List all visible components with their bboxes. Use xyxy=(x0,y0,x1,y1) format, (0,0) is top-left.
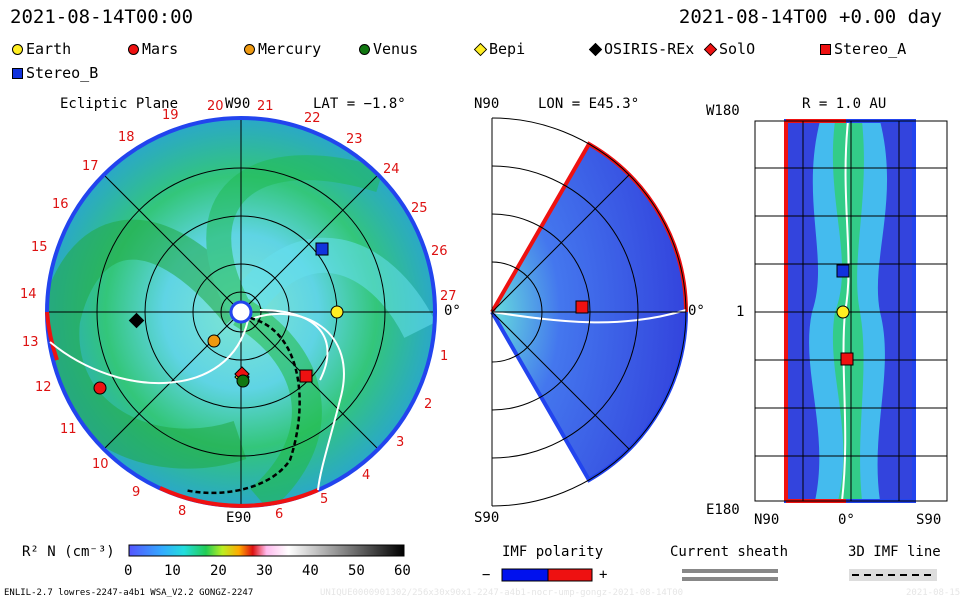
sector-19: 19 xyxy=(162,108,179,123)
colorbar-tick-60: 60 xyxy=(394,563,411,579)
footer-run-id: UNIQUE0000901302/256x30x90x1-2247-a4b1-n… xyxy=(320,588,684,598)
current-sheath-sample xyxy=(682,569,778,581)
radial-n90-label: N90 xyxy=(754,512,780,528)
imf-plus-label: + xyxy=(599,567,608,583)
imf3d-title: 3D IMF line xyxy=(848,544,941,560)
radial-w180-label: W180 xyxy=(706,103,740,119)
footer-model-info: ENLIL-2.7 lowres-2247-a4b1 WSA_V2.2 GONG… xyxy=(4,588,254,598)
venus-marker-icon xyxy=(359,43,370,55)
colorbar-tick-40: 40 xyxy=(302,563,319,579)
imf-minus-label: − xyxy=(482,567,491,583)
sector-14: 14 xyxy=(20,287,37,302)
radial-zero-label: 0° xyxy=(838,512,855,528)
meridional-plane-plot xyxy=(490,117,688,507)
meridional-s90-label: S90 xyxy=(474,510,500,526)
sector-11: 11 xyxy=(60,422,77,437)
legend-stereo-b: Stereo_B xyxy=(12,64,98,82)
sector-6: 6 xyxy=(275,507,283,522)
mars-marker-icon xyxy=(128,43,139,55)
sector-16: 16 xyxy=(52,197,69,212)
ecliptic-title: Ecliptic Plane xyxy=(60,96,179,112)
radial-plane-plot xyxy=(754,119,948,503)
ecliptic-e90-label: E90 xyxy=(226,510,252,526)
ecliptic-lat-label: LAT = −1.8° xyxy=(313,96,406,112)
legend-earth: Earth xyxy=(12,40,71,58)
mars-marker-icon xyxy=(93,381,107,395)
sector-12: 12 xyxy=(35,380,52,395)
earth-marker-icon xyxy=(12,43,23,55)
earth-marker-icon xyxy=(330,305,344,319)
sector-10: 10 xyxy=(92,457,109,472)
imf-polarity-title: IMF polarity xyxy=(502,544,604,560)
imf3d-line-sample xyxy=(849,569,937,581)
legend-mars: Mars xyxy=(128,40,178,58)
sector-numbers: 1 2 3 4 5 6 8 9 10 11 12 13 14 15 16 17 … xyxy=(20,99,457,522)
sector-3: 3 xyxy=(396,435,404,450)
sector-13: 13 xyxy=(22,335,39,350)
footer-date: 2021-08-15 xyxy=(906,588,960,598)
sector-4: 4 xyxy=(362,468,370,483)
colorbar-tick-50: 50 xyxy=(348,563,365,579)
sector-25: 25 xyxy=(411,201,428,216)
radial-s90-label: S90 xyxy=(916,512,942,528)
legend-stereo-a: Stereo_A xyxy=(820,40,906,58)
sector-20: 20 xyxy=(207,99,224,114)
sector-22: 22 xyxy=(304,111,321,126)
earth-marker-icon xyxy=(836,305,850,319)
imf-polarity-bar xyxy=(501,568,593,582)
legend-solo: SolO xyxy=(703,40,755,58)
stereo-a-marker-icon xyxy=(575,300,589,314)
stereo-b-marker-icon xyxy=(315,242,329,256)
mercury-marker-icon xyxy=(244,43,255,55)
ecliptic-plane-plot xyxy=(44,116,438,508)
venus-marker-icon xyxy=(236,374,250,388)
radial-r-label: R = 1.0 AU xyxy=(802,96,887,112)
legend-bepi: Bepi xyxy=(473,40,525,58)
sector-27: 27 xyxy=(440,289,457,304)
meridional-lon-label: LON = E45.3° xyxy=(538,96,640,112)
stereo-a-marker-icon xyxy=(840,352,854,366)
mercury-marker-icon xyxy=(207,334,221,348)
legend-mercury: Mercury xyxy=(244,40,321,58)
stereo-b-marker-icon xyxy=(836,264,850,278)
colorbar-label: R² N (cm⁻³) xyxy=(22,544,115,560)
legend-venus: Venus xyxy=(359,40,418,58)
ecliptic-w90-label: W90 xyxy=(225,96,251,112)
density-colorbar xyxy=(128,544,405,557)
sector-8: 8 xyxy=(178,504,186,519)
sector-15: 15 xyxy=(31,240,48,255)
ecliptic-zero-label: 0° xyxy=(444,303,461,319)
current-sheath-title: Current sheath xyxy=(670,544,789,560)
stereo-b-marker-icon xyxy=(12,67,23,79)
sector-24: 24 xyxy=(383,162,400,177)
sector-23: 23 xyxy=(346,132,363,147)
meridional-n90-label: N90 xyxy=(474,96,500,112)
sector-1: 1 xyxy=(440,349,448,364)
sector-26: 26 xyxy=(431,244,448,259)
sector-2: 2 xyxy=(424,397,432,412)
sector-17: 17 xyxy=(82,159,99,174)
stereo-a-marker-icon xyxy=(820,43,831,55)
timestamp-right: 2021-08-14T00 +0.00 day xyxy=(678,6,942,28)
colorbar-tick-20: 20 xyxy=(210,563,227,579)
colorbar-tick-0: 0 xyxy=(124,563,133,579)
timestamp-left: 2021-08-14T00:00 xyxy=(10,6,194,28)
radial-mid-label: 1 xyxy=(736,304,745,320)
sector-9: 9 xyxy=(132,485,140,500)
legend-osiris-rex: OSIRIS-REx xyxy=(588,40,694,58)
colorbar-tick-10: 10 xyxy=(164,563,181,579)
colorbar-tick-30: 30 xyxy=(256,563,273,579)
sector-5: 5 xyxy=(320,492,328,507)
sector-18: 18 xyxy=(118,130,135,145)
meridional-zero-label: 0° xyxy=(688,303,705,319)
osiris-rex-marker-icon xyxy=(128,312,145,329)
stereo-a-marker-icon xyxy=(299,369,313,383)
radial-e180-label: E180 xyxy=(706,502,740,518)
sector-21: 21 xyxy=(257,99,274,114)
